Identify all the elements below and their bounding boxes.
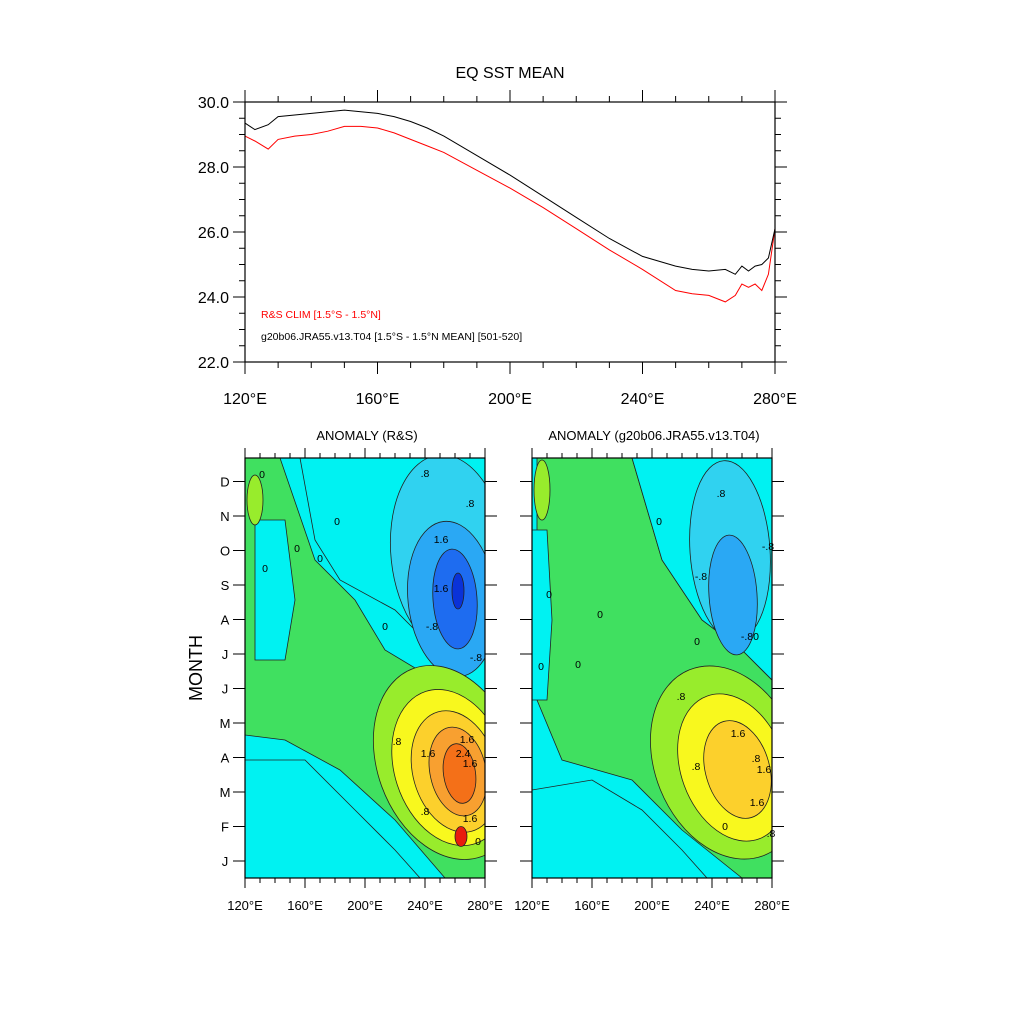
contour-body — [245, 458, 485, 878]
y-tick-label: 28.0 — [198, 160, 229, 177]
contour-label: 1.6 — [460, 734, 475, 746]
x-tick-label: 240°E — [407, 898, 443, 913]
x-tick-label: 120°E — [514, 898, 550, 913]
x-tick-label: 120°E — [223, 391, 267, 408]
y-tick-label: 22.0 — [198, 355, 229, 372]
month-label: F — [221, 820, 229, 835]
series-line-0 — [244, 125, 776, 303]
contour-label: 0 — [259, 469, 265, 481]
x-tick-label: 160°E — [356, 391, 400, 408]
contour-label: 1.6 — [750, 797, 765, 809]
month-label: D — [220, 475, 229, 490]
contour-label: 0 — [722, 821, 728, 833]
contour-label: 1.6 — [731, 728, 746, 740]
contour-label: -.8 — [741, 631, 753, 643]
y-axis-label: MONTH — [186, 635, 206, 701]
small-green-top — [533, 459, 551, 521]
x-tick-label: 200°E — [488, 391, 532, 408]
contour-label: .8 — [717, 488, 726, 500]
contour-label: .8 — [421, 806, 430, 818]
x-tick-label: 240°E — [694, 898, 730, 913]
warm-core — [454, 826, 468, 847]
y-tick-label: 24.0 — [198, 290, 229, 307]
warm-24 — [442, 743, 477, 804]
sst-mean-panel: EQ SST MEAN 22.0 24.0 26.0 28.0 30.0 120°E 160°… — [198, 65, 797, 408]
x-tick-label: 120°E — [227, 898, 263, 913]
x-tick-label: 160°E — [287, 898, 323, 913]
contour-label: 0 — [546, 589, 552, 601]
contour-label: 0 — [317, 553, 323, 565]
contour-label: -.8 — [426, 621, 438, 633]
month-label: N — [220, 509, 229, 524]
legend-entry-1: g20b06.JRA55.v13.T04 [1.5°S - 1.5°N MEAN… — [261, 331, 522, 343]
month-label: J — [222, 682, 229, 697]
contour-label: 0 — [538, 661, 544, 673]
panel-title: ANOMALY (g20b06.JRA55.v13.T04) — [548, 428, 759, 443]
chart-title: EQ SST MEAN — [455, 65, 564, 82]
x-tick-label: 280°E — [754, 898, 790, 913]
x-tick-label: 240°E — [621, 391, 665, 408]
plot-frame — [244, 101, 776, 363]
anomaly-model-panel: ANOMALY (g20b06.JRA55.v13.T04) 120°E 160°E… — [514, 428, 790, 913]
contour-label: 0 — [656, 516, 662, 528]
contour-label: .8 — [466, 498, 475, 510]
month-label: A — [221, 613, 230, 628]
contour-label: .8 — [421, 468, 430, 480]
month-label: J — [222, 647, 229, 662]
x-tick-label: 280°E — [467, 898, 503, 913]
warm-16 — [703, 720, 772, 819]
panel-title: ANOMALY (R&S) — [316, 428, 417, 443]
cool-left-strip — [532, 529, 553, 701]
contour-label: 1.6 — [434, 583, 449, 595]
x-tick-label: 200°E — [634, 898, 670, 913]
month-label: M — [220, 716, 231, 731]
contour-label: 0 — [294, 543, 300, 555]
x-tick-label: 280°E — [753, 391, 797, 408]
small-green-top — [246, 474, 264, 526]
cool-bottom — [245, 759, 421, 878]
contour-label: -.8 — [762, 541, 774, 553]
contour-label: .8 — [677, 691, 686, 703]
legend-entry-0: R&S CLIM [1.5°S - 1.5°N] — [261, 309, 381, 321]
contour-label: 0 — [694, 636, 700, 648]
contour-label: -.8 — [695, 571, 707, 583]
contour-label: 0 — [575, 659, 581, 671]
y-tick-label: 30.0 — [198, 95, 229, 112]
cold-16 — [708, 534, 758, 656]
contour-label: 1.6 — [434, 534, 449, 546]
cold-core — [451, 572, 465, 610]
month-label: O — [220, 544, 230, 559]
contour-label: 0 — [262, 563, 268, 575]
month-label: A — [221, 751, 230, 766]
contour-label: .8 — [393, 736, 402, 748]
contour-label: 0 — [753, 631, 759, 643]
contour-label: -.8 — [470, 652, 482, 664]
contour-label: 1.6 — [463, 758, 478, 770]
contour-label: .8 — [767, 828, 776, 840]
y-tick-label: 26.0 — [198, 225, 229, 242]
series-line-1 — [244, 109, 776, 275]
contour-label: 0 — [597, 609, 603, 621]
contour-label: 0 — [382, 621, 388, 633]
anomaly-rs-panel: ANOMALY (R&S) J F M A M J J A S O N D 120°E 160°E 200°E… — [186, 428, 503, 913]
contour-label: 1.6 — [757, 764, 772, 776]
contour-label: 0 — [475, 836, 481, 848]
cool-bottom — [532, 779, 708, 878]
month-label: S — [221, 578, 230, 593]
contour-label: 2.4 — [456, 748, 471, 760]
contour-label: .8 — [752, 753, 761, 765]
month-label: J — [222, 854, 229, 869]
cool-upper-left — [254, 519, 296, 661]
x-tick-label: 160°E — [574, 898, 610, 913]
contour-label: 1.6 — [421, 748, 436, 760]
x-tick-label: 200°E — [347, 898, 383, 913]
contour-body — [532, 458, 772, 878]
contour-label: .8 — [692, 761, 701, 773]
contour-label: 0 — [334, 516, 340, 528]
month-label: M — [220, 785, 231, 800]
contour-label: 1.6 — [463, 813, 478, 825]
